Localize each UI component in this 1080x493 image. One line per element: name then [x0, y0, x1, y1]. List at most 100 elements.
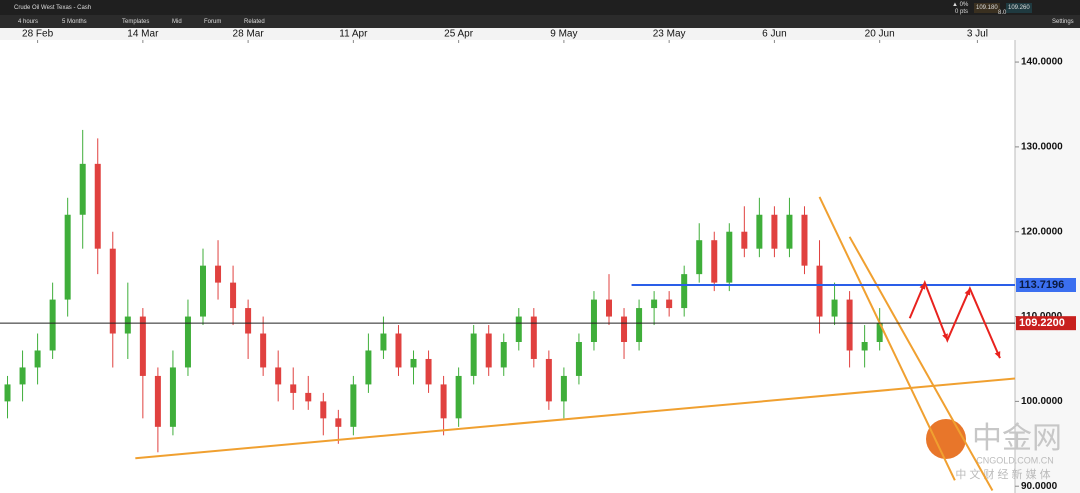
- change: ▲ 0%: [952, 2, 969, 8]
- candle-body: [876, 323, 883, 342]
- candle-body: [801, 214, 808, 266]
- tagline: 中 文 财 经 新 媒 体: [955, 467, 1050, 481]
- related[interactable]: Related: [244, 18, 265, 25]
- y-tick-label: 100.0000: [1021, 396, 1063, 407]
- candle-body: [395, 333, 402, 368]
- arrow-head: [919, 282, 926, 290]
- logo: [926, 419, 966, 459]
- candle-body: [200, 265, 206, 317]
- candle-body: [184, 316, 191, 368]
- candle-body: [861, 342, 868, 351]
- forum[interactable]: Forum: [204, 18, 222, 25]
- candle-body: [64, 214, 71, 300]
- candle-body: [230, 282, 237, 309]
- candle-body: [651, 299, 658, 309]
- candle-body: [19, 367, 26, 385]
- candle-body: [109, 248, 116, 334]
- change-pts: 0 pts: [955, 9, 969, 15]
- candle-body: [425, 358, 432, 385]
- price-axis: [1015, 40, 1080, 493]
- candle-body: [485, 333, 492, 368]
- candle-body: [771, 214, 778, 249]
- trendline: [818, 196, 956, 481]
- x-tick-label: 25 Apr: [444, 29, 474, 40]
- x-tick-label: 9 May: [550, 29, 577, 40]
- site: CNGOLD.COM.CN: [976, 455, 1054, 465]
- candle-body: [34, 350, 41, 368]
- price-label-bg: [1016, 316, 1076, 331]
- date-axis: [0, 28, 1080, 40]
- y-tick-label: 140.0000: [1021, 57, 1063, 68]
- trendline: [135, 377, 1016, 460]
- arrow-head: [994, 351, 1001, 359]
- candle-body: [696, 240, 703, 275]
- settings[interactable]: Settings: [1052, 18, 1074, 25]
- tool-bar: 4 hours 5 Months Templates Mid Forum Rel…: [0, 15, 1080, 28]
- candle-body: [154, 375, 161, 427]
- x-tick-label: 11 Apr: [339, 29, 368, 40]
- candle-body: [124, 316, 131, 334]
- x-tick-label: 14 Mar: [127, 29, 159, 40]
- candle-body: [4, 384, 11, 402]
- candle-body: [215, 265, 222, 283]
- templates[interactable]: Templates: [122, 18, 150, 25]
- price-label: 109.2200: [1019, 317, 1065, 329]
- x-tick-label: 20 Jun: [865, 29, 895, 40]
- bid[interactable]: 109.180: [974, 2, 1000, 13]
- candle-body: [711, 240, 718, 283]
- candle-body: [365, 350, 372, 385]
- price-label: 113.7196: [1019, 279, 1064, 291]
- candle-body: [756, 214, 763, 249]
- candle-body: [260, 333, 267, 368]
- candle-body: [530, 316, 537, 359]
- candle-body: [606, 299, 612, 317]
- candle-body: [636, 308, 643, 342]
- arrow-head: [964, 288, 971, 296]
- candle-body: [455, 375, 462, 419]
- candle-body: [380, 333, 387, 351]
- candle-body: [350, 384, 357, 427]
- chart: 中金网 CNGOLD.COM.CN 中 文 财 经 新 媒 体 28 Feb 14…: [0, 28, 1080, 493]
- candle-body: [79, 163, 86, 215]
- candle-body: [440, 384, 447, 419]
- candle-body: [621, 316, 628, 342]
- spread: 8.0: [998, 10, 1007, 16]
- candle-body: [305, 392, 312, 402]
- brand: 中金网: [972, 422, 1062, 455]
- candle-body: [245, 308, 252, 334]
- candle-body: [290, 384, 297, 393]
- x-tick-label: 28 Mar: [233, 29, 265, 40]
- candle-body: [275, 367, 282, 385]
- title-bar: Crude Oil West Texas - Cash ▲ 0% 0 pts 1…: [0, 0, 1080, 16]
- candle-body: [831, 299, 838, 317]
- watermark: 中金网 CNGOLD.COM.CN 中 文 财 经 新 媒 体: [926, 419, 1062, 481]
- candle-body: [590, 299, 597, 342]
- x-tick-label: 28 Feb: [22, 29, 54, 40]
- candle-body: [741, 231, 748, 249]
- candle-body: [816, 265, 823, 317]
- candle-body: [139, 316, 146, 376]
- trendline: [848, 236, 994, 491]
- candle-body: [410, 358, 417, 368]
- x-tick-label: 23 May: [653, 29, 686, 40]
- candle-body: [681, 274, 688, 309]
- candle-body: [545, 358, 552, 402]
- price-label-bg: [1016, 277, 1076, 292]
- x-tick-label: 3 Jul: [967, 29, 988, 40]
- candle-body: [560, 375, 567, 402]
- candle-body: [846, 299, 853, 351]
- instrument[interactable]: Crude Oil West Texas - Cash: [14, 4, 92, 11]
- range[interactable]: 5 Months: [62, 18, 87, 25]
- candle-body: [169, 367, 176, 427]
- interval[interactable]: 4 hours: [18, 18, 39, 25]
- mid[interactable]: Mid: [172, 18, 182, 25]
- candles: [4, 129, 883, 453]
- candle-body: [666, 299, 673, 309]
- candle-body: [470, 333, 477, 376]
- candle-body: [515, 316, 522, 342]
- x-tick-label: 6 Jun: [762, 29, 786, 40]
- y-tick-label: 90.0000: [1021, 481, 1058, 492]
- candle-body: [575, 342, 582, 376]
- ask[interactable]: 109.260: [1006, 2, 1032, 13]
